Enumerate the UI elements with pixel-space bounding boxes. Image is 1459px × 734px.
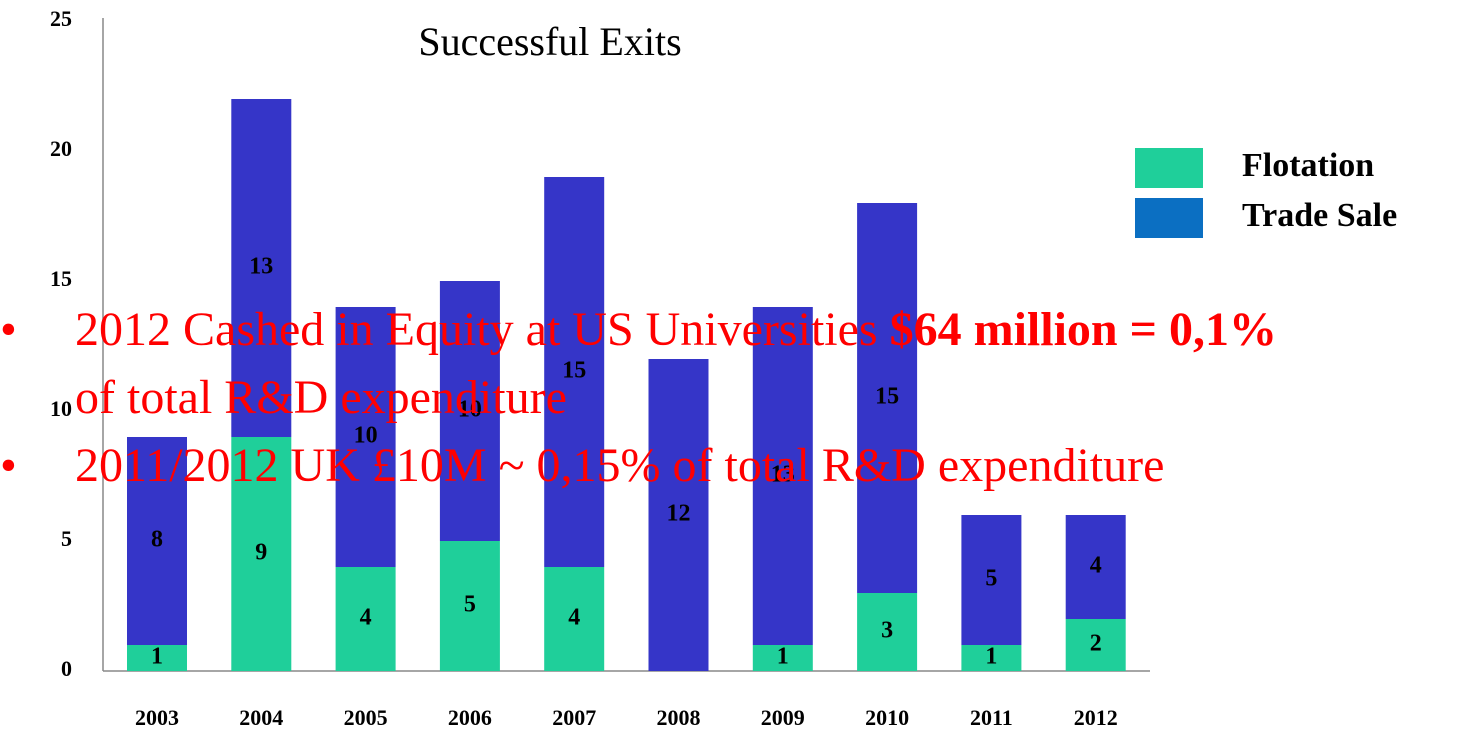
x-tick-label: 2005 bbox=[344, 705, 388, 730]
value-label: 5 bbox=[464, 592, 476, 618]
value-label: 3 bbox=[881, 618, 893, 644]
y-tick-label: 0 bbox=[61, 656, 72, 681]
annotation: 2011/2012 UK £10M ~ 0,15% of total R&D e… bbox=[0, 432, 1280, 500]
value-label: 4 bbox=[568, 605, 580, 631]
x-tick-label: 2008 bbox=[657, 705, 701, 730]
bar-segment bbox=[752, 645, 813, 671]
x-tick-label: 2004 bbox=[239, 705, 283, 730]
legend-swatch bbox=[1135, 148, 1203, 188]
x-tick-label: 2011 bbox=[970, 705, 1013, 730]
annotation-text: 2012 Cashed in Equity at US Universities bbox=[75, 303, 890, 356]
bar-segment bbox=[1065, 619, 1126, 671]
x-tick-label: 2009 bbox=[761, 705, 805, 730]
value-label: 1 bbox=[151, 644, 163, 670]
bar-segment bbox=[1065, 515, 1126, 619]
value-label: 8 bbox=[151, 527, 163, 553]
annotation: 2012 Cashed in Equity at US Universities… bbox=[0, 296, 1280, 432]
legend-label: Flotation bbox=[1242, 147, 1374, 184]
value-label: 5 bbox=[985, 566, 997, 592]
value-label: 1 bbox=[985, 644, 997, 670]
x-tick-label: 2003 bbox=[135, 705, 179, 730]
value-label: 13 bbox=[249, 254, 273, 280]
annotations: 2012 Cashed in Equity at US Universities… bbox=[0, 296, 1280, 500]
legend-swatch bbox=[1135, 198, 1203, 238]
chart-title: Successful Exits bbox=[418, 19, 681, 64]
bar-segment bbox=[439, 541, 500, 671]
bar-segment bbox=[127, 645, 187, 671]
annotation-text: $64 million = 0,1% bbox=[889, 303, 1277, 356]
value-label: 1 bbox=[777, 644, 789, 670]
value-label: 4 bbox=[1090, 553, 1102, 579]
value-label: 12 bbox=[667, 501, 691, 527]
bar-segment bbox=[961, 515, 1022, 645]
bar-segment bbox=[961, 645, 1022, 671]
value-label: 9 bbox=[255, 540, 267, 566]
annotation-text: 2011/2012 UK £10M ~ 0,15% of total R&D e… bbox=[75, 439, 1165, 492]
value-label: 2 bbox=[1090, 631, 1102, 657]
bar-segment bbox=[544, 567, 605, 671]
value-label: 4 bbox=[360, 605, 372, 631]
x-tick-label: 2012 bbox=[1074, 705, 1118, 730]
y-tick-label: 25 bbox=[50, 6, 72, 31]
y-tick-label: 5 bbox=[61, 526, 72, 551]
bar-segment bbox=[335, 567, 396, 671]
annotation-text: of total R&D expenditure bbox=[75, 371, 567, 424]
y-tick-label: 20 bbox=[50, 136, 72, 161]
x-tick-label: 2010 bbox=[865, 705, 909, 730]
x-tick-label: 2007 bbox=[552, 705, 596, 730]
y-tick-label: 15 bbox=[50, 266, 72, 291]
x-tick-label: 2006 bbox=[448, 705, 492, 730]
bar-segment bbox=[857, 593, 918, 671]
legend-label: Trade Sale bbox=[1242, 197, 1397, 234]
